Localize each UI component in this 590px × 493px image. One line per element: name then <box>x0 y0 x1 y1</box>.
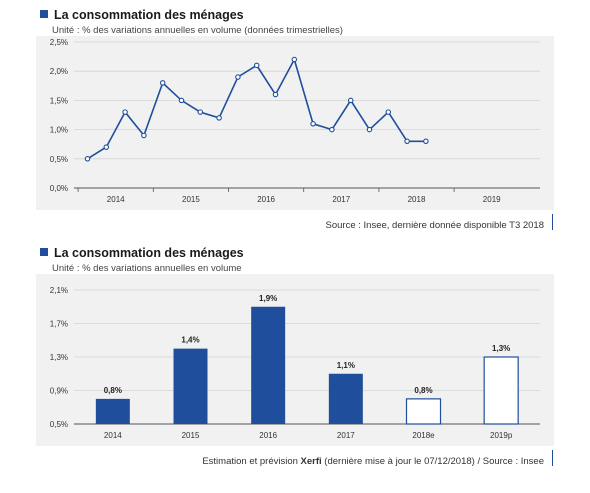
chart1-data-point <box>178 97 185 104</box>
chart1-plot-background <box>36 36 554 210</box>
chart1-title: La consommation des ménages <box>40 8 244 22</box>
chart2-bar <box>483 356 519 425</box>
chart2-bar <box>328 373 363 424</box>
title-square-icon <box>40 248 48 256</box>
chart2-bar <box>95 398 130 424</box>
chart2-x-tick-label: 2015 <box>182 431 200 440</box>
chart1-line: 0,0% 0,5% 1,0% 1,5% 2,0% 2,5% 2014 2015 2016 2017… <box>36 36 554 210</box>
chart1-data-point <box>159 80 166 86</box>
chart1-data-point <box>122 109 128 115</box>
chart2-data-label: 0,8% <box>104 386 122 395</box>
chart2-data-label: 0,8% <box>414 386 432 395</box>
chart2-x-tick-label: 2016 <box>259 431 277 440</box>
chart1-y-tick-label: 1,5% <box>50 96 68 105</box>
chart1-data-point <box>253 62 260 69</box>
chart2-source-rule <box>552 450 553 466</box>
chart1-data-point <box>216 115 222 121</box>
chart1-data-point <box>366 126 373 133</box>
chart1-data-point <box>347 97 354 104</box>
chart2-source-brand: Xerfi <box>300 456 322 467</box>
chart2-subtitle: Unité : % des variations annuelles en vo… <box>52 263 242 274</box>
chart1-data-point <box>385 109 392 115</box>
chart1-data-point <box>423 138 429 145</box>
chart1-data-point <box>141 132 147 139</box>
chart1-source: Source : Insee, dernière donnée disponib… <box>325 220 544 231</box>
chart1-x-tick-label: 2019 <box>483 195 501 204</box>
chart2-data-label: 1,4% <box>181 336 199 345</box>
chart2-y-tick-label: 0,9% <box>50 387 68 396</box>
chart2-bar <box>405 398 442 425</box>
chart2-source: Estimation et prévision Xerfi (dernière … <box>202 456 544 467</box>
chart1-x-tick-label: 2014 <box>107 195 125 204</box>
chart1-y-tick-label: 2,0% <box>50 67 68 76</box>
chart1-y-tick-label: 0,0% <box>50 184 68 193</box>
chart2-x-tick-label: 2019p <box>490 431 513 440</box>
chart2-x-tick-label: 2017 <box>337 431 355 440</box>
chart2-y-tick-label: 2,1% <box>50 286 68 295</box>
chart1-data-point <box>103 144 110 150</box>
chart2-data-label: 1,3% <box>492 344 510 353</box>
chart1-x-tick-label: 2015 <box>182 195 200 204</box>
chart2-x-tick-label: 2014 <box>104 431 122 440</box>
chart2-y-tick-label: 1,3% <box>50 353 68 362</box>
chart1-subtitle: Unité : % des variations annuelles en vo… <box>52 25 343 36</box>
chart1-y-tick-label: 2,5% <box>50 38 68 47</box>
chart1-x-tick-label: 2018 <box>408 195 426 204</box>
chart2-x-tick-label: 2018e <box>412 431 435 440</box>
chart2-source-prefix: Estimation et prévision <box>202 456 301 467</box>
chart2-title: La consommation des ménages <box>40 246 244 260</box>
title-square-icon <box>40 10 48 18</box>
chart2-data-label: 1,1% <box>337 361 355 370</box>
chart1-data-point <box>197 109 204 115</box>
chart2-y-tick-label: 1,7% <box>50 320 68 329</box>
chart1-data-point <box>291 56 298 63</box>
chart2-bar <box>173 348 208 424</box>
chart1-data-point <box>329 126 335 133</box>
chart1-source-rule <box>552 214 553 230</box>
chart2-data-label: 1,9% <box>259 294 277 303</box>
chart2-title-text: La consommation des ménages <box>54 246 244 260</box>
chart1-x-tick-label: 2016 <box>257 195 275 204</box>
chart2-bar <box>251 306 286 424</box>
chart2-source-suffix: (dernière mise à jour le 07/12/2018) / S… <box>321 456 544 467</box>
chart1-x-tick-label: 2017 <box>332 195 350 204</box>
chart1-data-point <box>310 121 316 127</box>
chart1-data-point <box>235 74 241 80</box>
chart1-title-text: La consommation des ménages <box>54 8 244 22</box>
chart1-data-point <box>404 138 410 145</box>
chart1-y-tick-label: 0,5% <box>50 155 68 164</box>
chart2-bar: 0,5% 0,9% 1,3% 1,7% 2,1% 0,8% 2014 1,4% 2015 1,9%… <box>36 274 554 446</box>
chart1-data-point <box>272 91 279 98</box>
chart1-y-tick-label: 1,0% <box>50 126 68 135</box>
chart1-data-point <box>84 156 91 162</box>
chart2-y-tick-label: 0,5% <box>50 420 68 429</box>
